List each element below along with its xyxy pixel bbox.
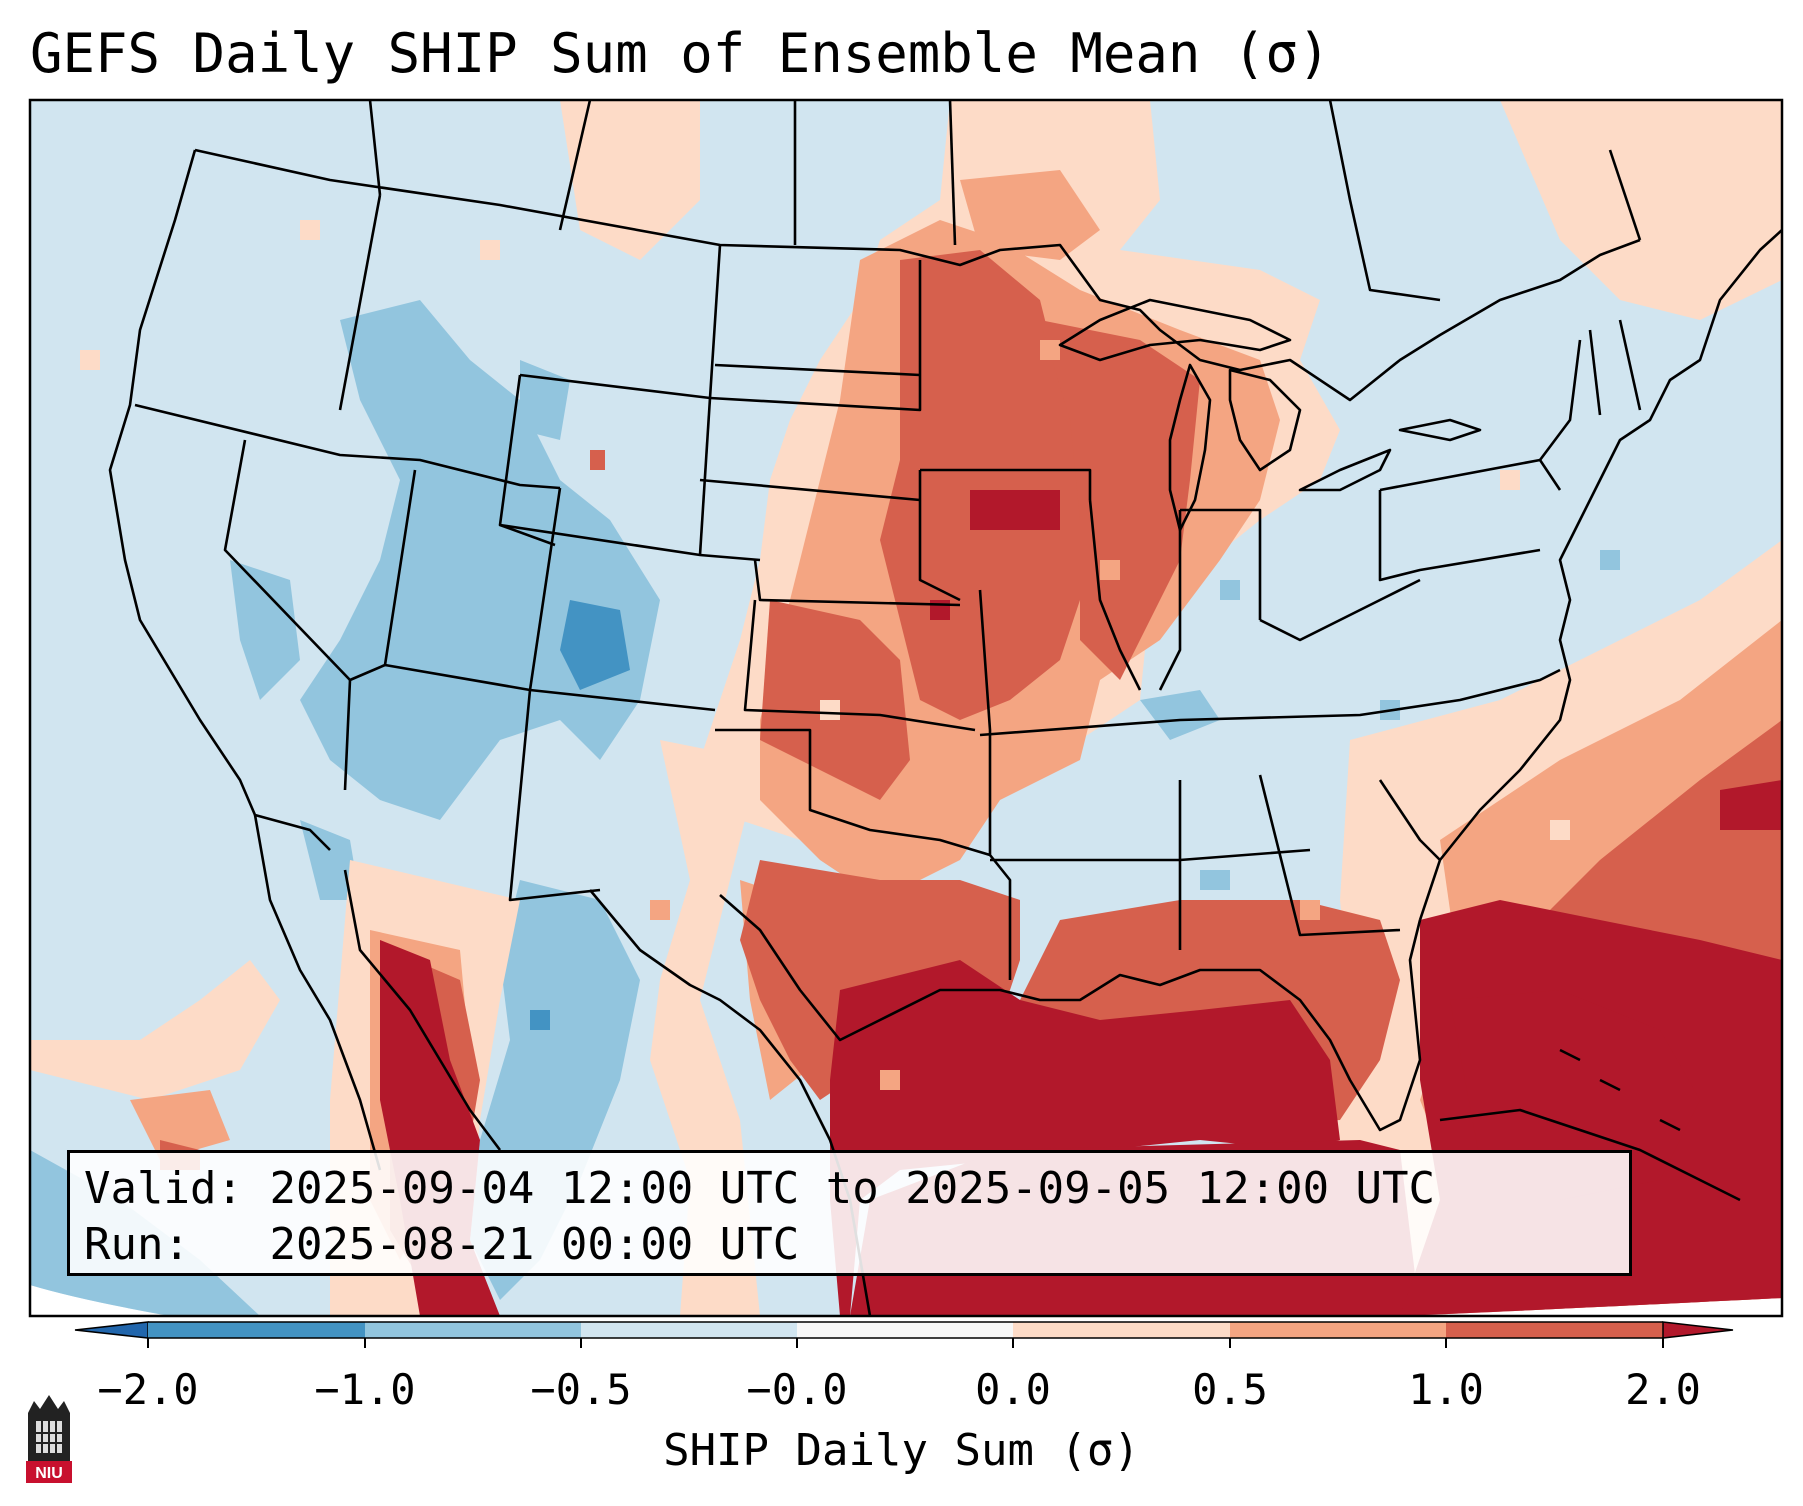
valid-time: 2025-09-04 12:00 UTC to 2025-09-05 12:00… [269, 1163, 1436, 1214]
valid-run-info-box: Valid: 2025-09-04 12:00 UTC to 2025-09-0… [67, 1150, 1632, 1276]
valid-label: Valid: [84, 1163, 243, 1214]
logo-text: NIU [35, 1465, 63, 1482]
baja-coast [253, 814, 382, 1171]
colorbar-bin [1446, 1322, 1663, 1338]
lake-ontario [1398, 418, 1482, 442]
colorbar-bin [1013, 1322, 1230, 1338]
bahamas [1559, 1048, 1681, 1132]
niu-logo: NIU [26, 1395, 72, 1483]
colorbar-tick-label: −0.5 [530, 1365, 632, 1414]
colorbar-tick-label: −0.0 [746, 1365, 848, 1414]
colorbar-tick-label: 0.5 [1192, 1365, 1268, 1414]
colorbar [74, 1321, 1734, 1348]
gulf-coast [719, 894, 1422, 1132]
us-canada-border [194, 148, 1641, 402]
colorbar-tick-label: 0.0 [975, 1365, 1051, 1414]
colorbar-tick-label: 2.0 [1625, 1365, 1701, 1414]
colorbar-bin [365, 1322, 581, 1338]
colorbar-extend-high [1662, 1321, 1734, 1339]
run-time: 2025-08-21 00:00 UTC [269, 1219, 800, 1270]
mexico-west-coast [343, 869, 502, 1151]
colorbar-bin [797, 1322, 1013, 1338]
map-title: GEFS Daily SHIP Sum of Ensemble Mean (σ) [30, 22, 1331, 85]
anomaly-field [30, 100, 1782, 1316]
pacific-coast [108, 149, 331, 851]
lake-erie [1298, 448, 1392, 492]
colorbar-bin [148, 1322, 365, 1338]
atlantic-coast [1418, 229, 1783, 921]
colorbar-bin [581, 1322, 797, 1338]
run-label: Run: [84, 1219, 190, 1270]
colorbar-tick-label: −1.0 [314, 1365, 416, 1414]
colorbar-tick-label: 1.0 [1408, 1365, 1484, 1414]
colorbar-label: SHIP Daily Sum (σ) [663, 1425, 1140, 1476]
colorbar-tick-label: −2.0 [97, 1365, 199, 1414]
cuba [1439, 1108, 1741, 1202]
lake-huron [1228, 368, 1302, 472]
lake-superior [1058, 298, 1292, 362]
boundaries [108, 99, 1783, 1317]
colorbar-bin [1230, 1322, 1446, 1338]
map-frame [28, 98, 1784, 1318]
colorbar-extend-low [74, 1321, 149, 1339]
